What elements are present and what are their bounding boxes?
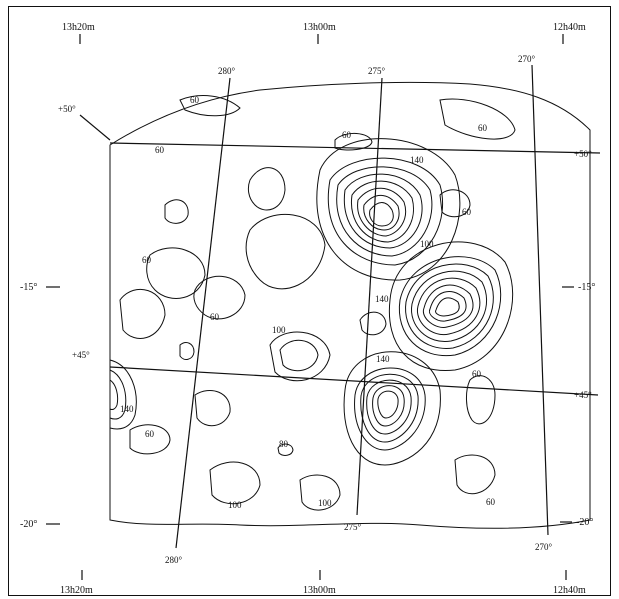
ra-label-top-2: 13h00m: [303, 22, 336, 33]
field-boundary-contour: [109, 81, 591, 529]
contour-label: 60: [155, 145, 165, 155]
ra-label-top-1: 13h20m: [62, 22, 95, 33]
dec-label-right-1: -15°: [578, 282, 595, 293]
contour-label: 100: [272, 325, 286, 335]
dec-label-left-2: -20°: [20, 519, 37, 530]
contour-label: 100: [420, 239, 434, 249]
contour-label: 60: [142, 255, 152, 265]
top-ra-labels: 13h20m 13h00m 12h40m: [62, 22, 586, 44]
contour-60-left: [193, 275, 246, 320]
lon-label-bottom-275: 275°: [344, 522, 362, 532]
contour-label: 60: [342, 130, 352, 140]
ra-label-bottom-2: 13h00m: [303, 585, 336, 596]
peak-upper: [316, 138, 461, 281]
contour-label: 60: [478, 123, 488, 133]
latitude-line-50: [109, 142, 601, 154]
map-frame: [8, 6, 611, 596]
peak-right: [388, 241, 514, 372]
lon-label-top-275: 275°: [368, 66, 386, 76]
contour-label: 140: [376, 354, 390, 364]
grid-lines: [79, 64, 601, 549]
lat-leader-50: [79, 114, 111, 141]
lon-label-bottom-270: 270°: [535, 542, 553, 552]
contour-label: 60: [486, 497, 496, 507]
latitude-line-45: [109, 366, 599, 396]
lon-label-top-270: 270°: [518, 54, 536, 64]
contour-60-top: [334, 133, 373, 151]
lat-label-right-50: +50°: [574, 149, 592, 159]
longitude-line-270: [531, 64, 549, 536]
contour-label: 100: [228, 500, 242, 510]
ra-label-bottom-3: 12h40m: [553, 585, 586, 596]
contour-label: 140: [410, 155, 424, 165]
contour-label: 60: [190, 95, 200, 105]
ra-label-top-3: 12h40m: [553, 22, 586, 33]
peak-left-edge: [109, 359, 137, 430]
longitude-labels: 280° 275° 270° 280° 275° 270°: [165, 54, 553, 565]
contour-label: 100: [318, 498, 332, 508]
contour-label: 60: [472, 369, 482, 379]
dec-label-left-1: -15°: [20, 282, 37, 293]
lon-label-top-280: 280°: [218, 66, 236, 76]
dec-label-right-2: -20°: [576, 517, 593, 528]
longitude-line-275: [356, 77, 383, 516]
lat-label-left-45: +45°: [72, 350, 90, 360]
peak-lower: [343, 351, 441, 466]
ra-label-bottom-1: 13h20m: [60, 585, 93, 596]
contour-label: 140: [120, 404, 134, 414]
lon-label-bottom-280: 280°: [165, 555, 183, 565]
contour-top-left: [179, 95, 241, 117]
contour-label: 60: [462, 207, 472, 217]
latitude-labels: +50° +45° +50° +45°: [58, 104, 592, 400]
contour-label: 140: [375, 294, 389, 304]
dec-labels: -15° -20° -15° -20°: [20, 282, 595, 530]
contour-label: 60: [210, 312, 220, 322]
contour-label: 80: [279, 439, 289, 449]
minor-contours: [119, 98, 516, 511]
lat-label-left-50: +50°: [58, 104, 76, 114]
contour-value-labels: 60 60 60 60 60 60 60 60 60 60 140 100 14…: [120, 95, 496, 510]
contour-label: 60: [145, 429, 155, 439]
lat-label-right-45: +45°: [574, 390, 592, 400]
bottom-ra-labels: 13h20m 13h00m 12h40m: [60, 570, 586, 596]
